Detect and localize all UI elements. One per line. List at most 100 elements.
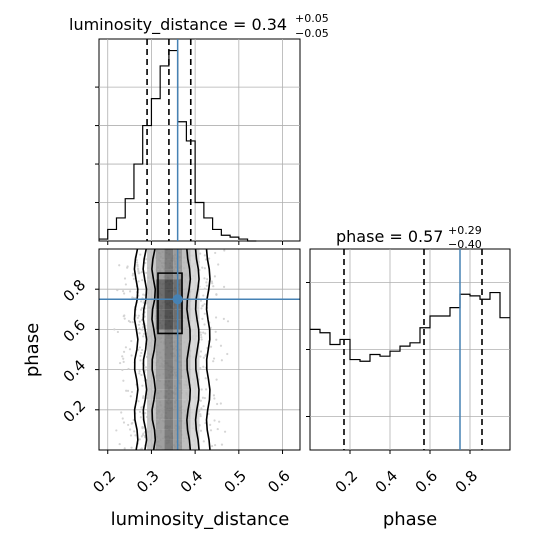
joint-scatter-point [202, 440, 205, 443]
joint-scatter-point [213, 397, 216, 400]
joint-density-cell [155, 329, 165, 340]
joint-density-cell [155, 309, 165, 320]
joint-density-cell [164, 279, 174, 290]
joint-scatter-point [201, 317, 204, 320]
joint-scatter-point [203, 312, 206, 315]
y-axis-label-phase: phase [22, 323, 43, 377]
panel-joint-density [95, 248, 301, 454]
joint-density-cell [155, 299, 165, 310]
joint-scatter-point [203, 277, 206, 280]
joint-density-cell [182, 319, 191, 330]
joint-density-cell [147, 289, 156, 300]
joint-scatter-point [122, 289, 125, 293]
joint-scatter-point [199, 299, 203, 302]
joint-scatter-point [140, 373, 143, 377]
joint-density-cell [190, 389, 200, 400]
joint-density-cell [190, 349, 200, 360]
joint-scatter-point [205, 284, 208, 287]
joint-scatter-point [144, 412, 147, 415]
phase-title: phase = 0.57 [336, 227, 443, 246]
joint-scatter-point [212, 357, 216, 360]
joint-density-cell [147, 259, 156, 270]
joint-scatter-point [138, 346, 141, 349]
joint-contour-mid [142, 249, 200, 450]
joint-density-cell [164, 259, 174, 270]
joint-scatter-point [139, 308, 143, 311]
joint-density-cell [155, 369, 165, 380]
joint-scatter-point [226, 352, 229, 356]
joint-scatter-point [203, 267, 206, 270]
joint-scatter-point [199, 331, 202, 334]
joint-scatter-point [141, 425, 144, 429]
joint-scatter-point [126, 265, 129, 268]
joint-scatter-point [137, 400, 140, 403]
joint-density-cell [164, 309, 174, 320]
joint-scatter-point [143, 368, 147, 372]
phase-title-eq: = [384, 227, 408, 246]
joint-density-cell [190, 269, 200, 280]
joint-scatter-point [204, 353, 208, 356]
joint-scatter-point [141, 279, 144, 282]
joint-density-cell [190, 259, 200, 270]
joint-scatter-point [204, 332, 207, 335]
joint-scatter-point [202, 356, 205, 359]
joint-scatter-point [133, 430, 136, 433]
joint-scatter-point [212, 394, 216, 397]
joint-scatter-point [132, 272, 135, 275]
x-tick-label-phase-1: 0.4 [372, 467, 402, 497]
joint-density-cell [190, 369, 200, 380]
joint-scatter-point [200, 336, 203, 339]
joint-density-cell [164, 329, 174, 340]
joint-density-cell [182, 269, 191, 280]
joint-density-cell [182, 419, 191, 430]
joint-scatter-point [145, 271, 148, 275]
joint-scatter-point [216, 427, 219, 431]
joint-scatter-point [142, 335, 145, 338]
joint-density-cell [155, 439, 165, 450]
joint-scatter-point [141, 384, 144, 387]
joint-scatter-point [123, 292, 126, 295]
joint-density-cell [182, 399, 191, 410]
joint-density-cell [164, 369, 174, 380]
lum-title-eq: = [228, 15, 252, 34]
joint-density-cell [147, 269, 156, 280]
joint-density-cell [182, 379, 191, 390]
joint-density-cell [190, 379, 200, 390]
joint-scatter-point [124, 283, 127, 286]
joint-scatter-point [138, 438, 141, 441]
joint-scatter-point [122, 350, 126, 353]
joint-density-cell [155, 389, 165, 400]
joint-scatter-point [116, 330, 120, 334]
joint-scatter-point [113, 328, 116, 331]
joint-density-cell [190, 339, 200, 350]
joint-scatter-point [122, 379, 125, 382]
joint-density-cell [147, 419, 156, 430]
joint-density-cell [164, 439, 174, 450]
joint-density-cell [182, 309, 191, 320]
lum-title: luminosity_distance = 0.34 [69, 15, 287, 35]
joint-scatter-point [199, 366, 202, 370]
joint-scatter-point [141, 326, 145, 329]
joint-scatter-point [223, 249, 226, 252]
x-tick-label-phase-0: 0.2 [332, 467, 362, 497]
joint-scatter-point [135, 261, 139, 264]
joint-density-cell [182, 409, 191, 420]
joint-contour-outer [133, 249, 211, 450]
joint-scatter-point [214, 316, 218, 319]
joint-scatter-point [199, 414, 202, 418]
joint-scatter-point [122, 360, 125, 363]
joint-scatter-point [219, 402, 222, 405]
joint-density-cell [147, 279, 156, 290]
joint-density-cell [190, 409, 200, 420]
joint-scatter-point [220, 443, 224, 446]
joint-density-cell [182, 339, 191, 350]
joint-scatter-point [139, 253, 142, 256]
joint-density-cell [155, 359, 165, 370]
joint-scatter-point [144, 258, 148, 261]
joint-scatter-point [127, 367, 130, 371]
joint-scatter-point [217, 263, 220, 266]
joint-scatter-point [136, 265, 139, 268]
joint-scatter-point [121, 355, 124, 358]
joint-scatter-point [130, 422, 133, 425]
